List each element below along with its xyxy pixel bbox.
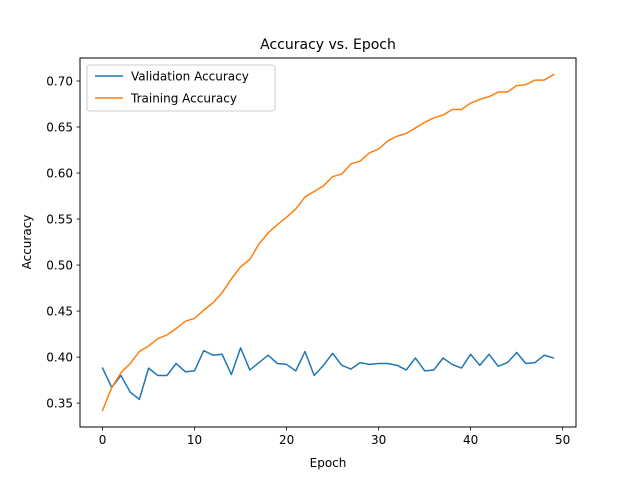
x-axis-label: Epoch <box>310 456 347 470</box>
y-tick-label: 0.40 <box>46 350 73 364</box>
y-tick-label: 0.65 <box>46 120 73 134</box>
series-line-training <box>101 73 555 412</box>
y-axis-ticks: 0.35 0.40 0.45 0.50 0.55 0.60 0.65 0.70 <box>46 74 80 410</box>
legend-box <box>86 64 276 112</box>
y-tick-label: 0.35 <box>46 396 73 410</box>
series-line-validation <box>101 347 555 401</box>
y-tick-label: 0.50 <box>46 258 73 272</box>
x-tick-label: 40 <box>463 433 478 447</box>
y-tick-label: 0.55 <box>46 212 73 226</box>
y-axis-label: Accuracy <box>20 215 34 270</box>
legend-label-validation: Validation Accuracy <box>131 70 249 84</box>
series-lines <box>101 73 555 412</box>
x-tick-label: 50 <box>555 433 570 447</box>
plot-frame <box>79 57 577 428</box>
chart-title: Accuracy vs. Epoch <box>260 37 396 53</box>
x-tick-label: 10 <box>187 433 202 447</box>
y-tick-label: 0.70 <box>46 74 73 88</box>
legend-label-training: Training Accuracy <box>130 92 237 106</box>
legend: Validation Accuracy Training Accuracy <box>86 64 276 112</box>
x-axis-ticks: 0 10 20 30 40 50 <box>99 427 570 447</box>
y-tick-label: 0.45 <box>46 304 73 318</box>
y-tick-label: 0.60 <box>46 166 73 180</box>
x-tick-label: 0 <box>99 433 107 447</box>
x-tick-label: 20 <box>279 433 294 447</box>
x-tick-label: 30 <box>371 433 386 447</box>
